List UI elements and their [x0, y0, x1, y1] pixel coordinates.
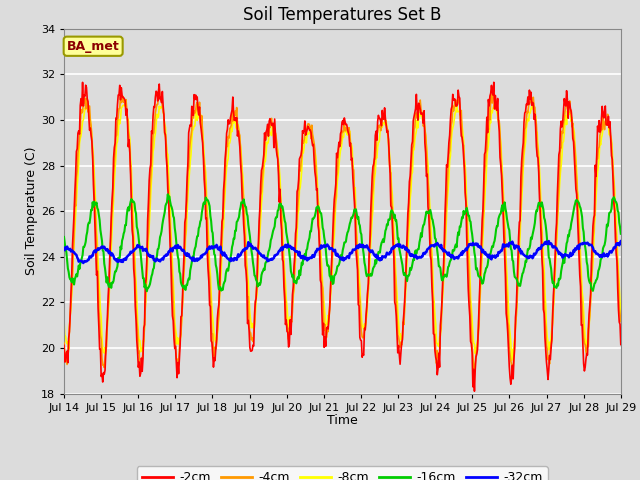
-2cm [60, 342, 68, 348]
Line: -16cm: -16cm [64, 194, 621, 291]
-4cm [185, 165, 193, 171]
-8cm [491, 97, 499, 103]
Line: -8cm: -8cm [64, 100, 621, 360]
-2cm [426, 253, 434, 259]
-32cm [70, 250, 78, 255]
-2cm [617, 342, 625, 348]
-8cm [426, 215, 434, 220]
-16cm [412, 248, 419, 253]
-16cm [215, 287, 223, 292]
X-axis label: Time: Time [327, 414, 358, 427]
-2cm [184, 160, 192, 166]
-8cm [617, 312, 625, 318]
-2cm [214, 316, 221, 322]
Y-axis label: Soil Temperature (C): Soil Temperature (C) [25, 147, 38, 276]
Line: -32cm: -32cm [64, 241, 621, 263]
-16cm [127, 196, 135, 202]
Text: BA_met: BA_met [67, 40, 120, 53]
-4cm [617, 319, 625, 324]
-2cm [127, 201, 135, 206]
-16cm [143, 288, 150, 294]
-8cm [70, 240, 78, 246]
-32cm [214, 246, 222, 252]
-32cm [128, 250, 136, 255]
-8cm [184, 191, 192, 196]
-16cm [164, 192, 172, 197]
-2cm [70, 211, 78, 216]
-32cm [617, 239, 625, 244]
-8cm [410, 147, 418, 153]
-8cm [127, 167, 135, 172]
-4cm [127, 184, 135, 190]
-32cm [60, 246, 68, 252]
-4cm [411, 124, 419, 130]
-8cm [214, 330, 221, 336]
-4cm [60, 340, 68, 346]
Legend: -2cm, -4cm, -8cm, -16cm, -32cm: -2cm, -4cm, -8cm, -16cm, -32cm [137, 467, 548, 480]
Title: Soil Temperatures Set B: Soil Temperatures Set B [243, 6, 442, 24]
-32cm [545, 238, 552, 244]
-4cm [214, 321, 222, 326]
-32cm [428, 242, 435, 248]
-8cm [60, 318, 68, 324]
Line: -2cm: -2cm [64, 82, 621, 391]
-16cm [186, 276, 193, 282]
-32cm [411, 254, 419, 260]
-4cm [428, 244, 435, 250]
-2cm [410, 114, 418, 120]
Line: -4cm: -4cm [64, 90, 621, 374]
-2cm [490, 79, 498, 85]
-16cm [70, 282, 78, 288]
-32cm [185, 251, 193, 257]
-16cm [428, 216, 436, 221]
-4cm [509, 371, 516, 377]
-16cm [60, 234, 68, 240]
-2cm [470, 388, 478, 394]
-4cm [70, 233, 78, 239]
-32cm [79, 260, 87, 266]
-8cm [508, 358, 515, 363]
-16cm [617, 231, 625, 237]
-4cm [156, 87, 163, 93]
